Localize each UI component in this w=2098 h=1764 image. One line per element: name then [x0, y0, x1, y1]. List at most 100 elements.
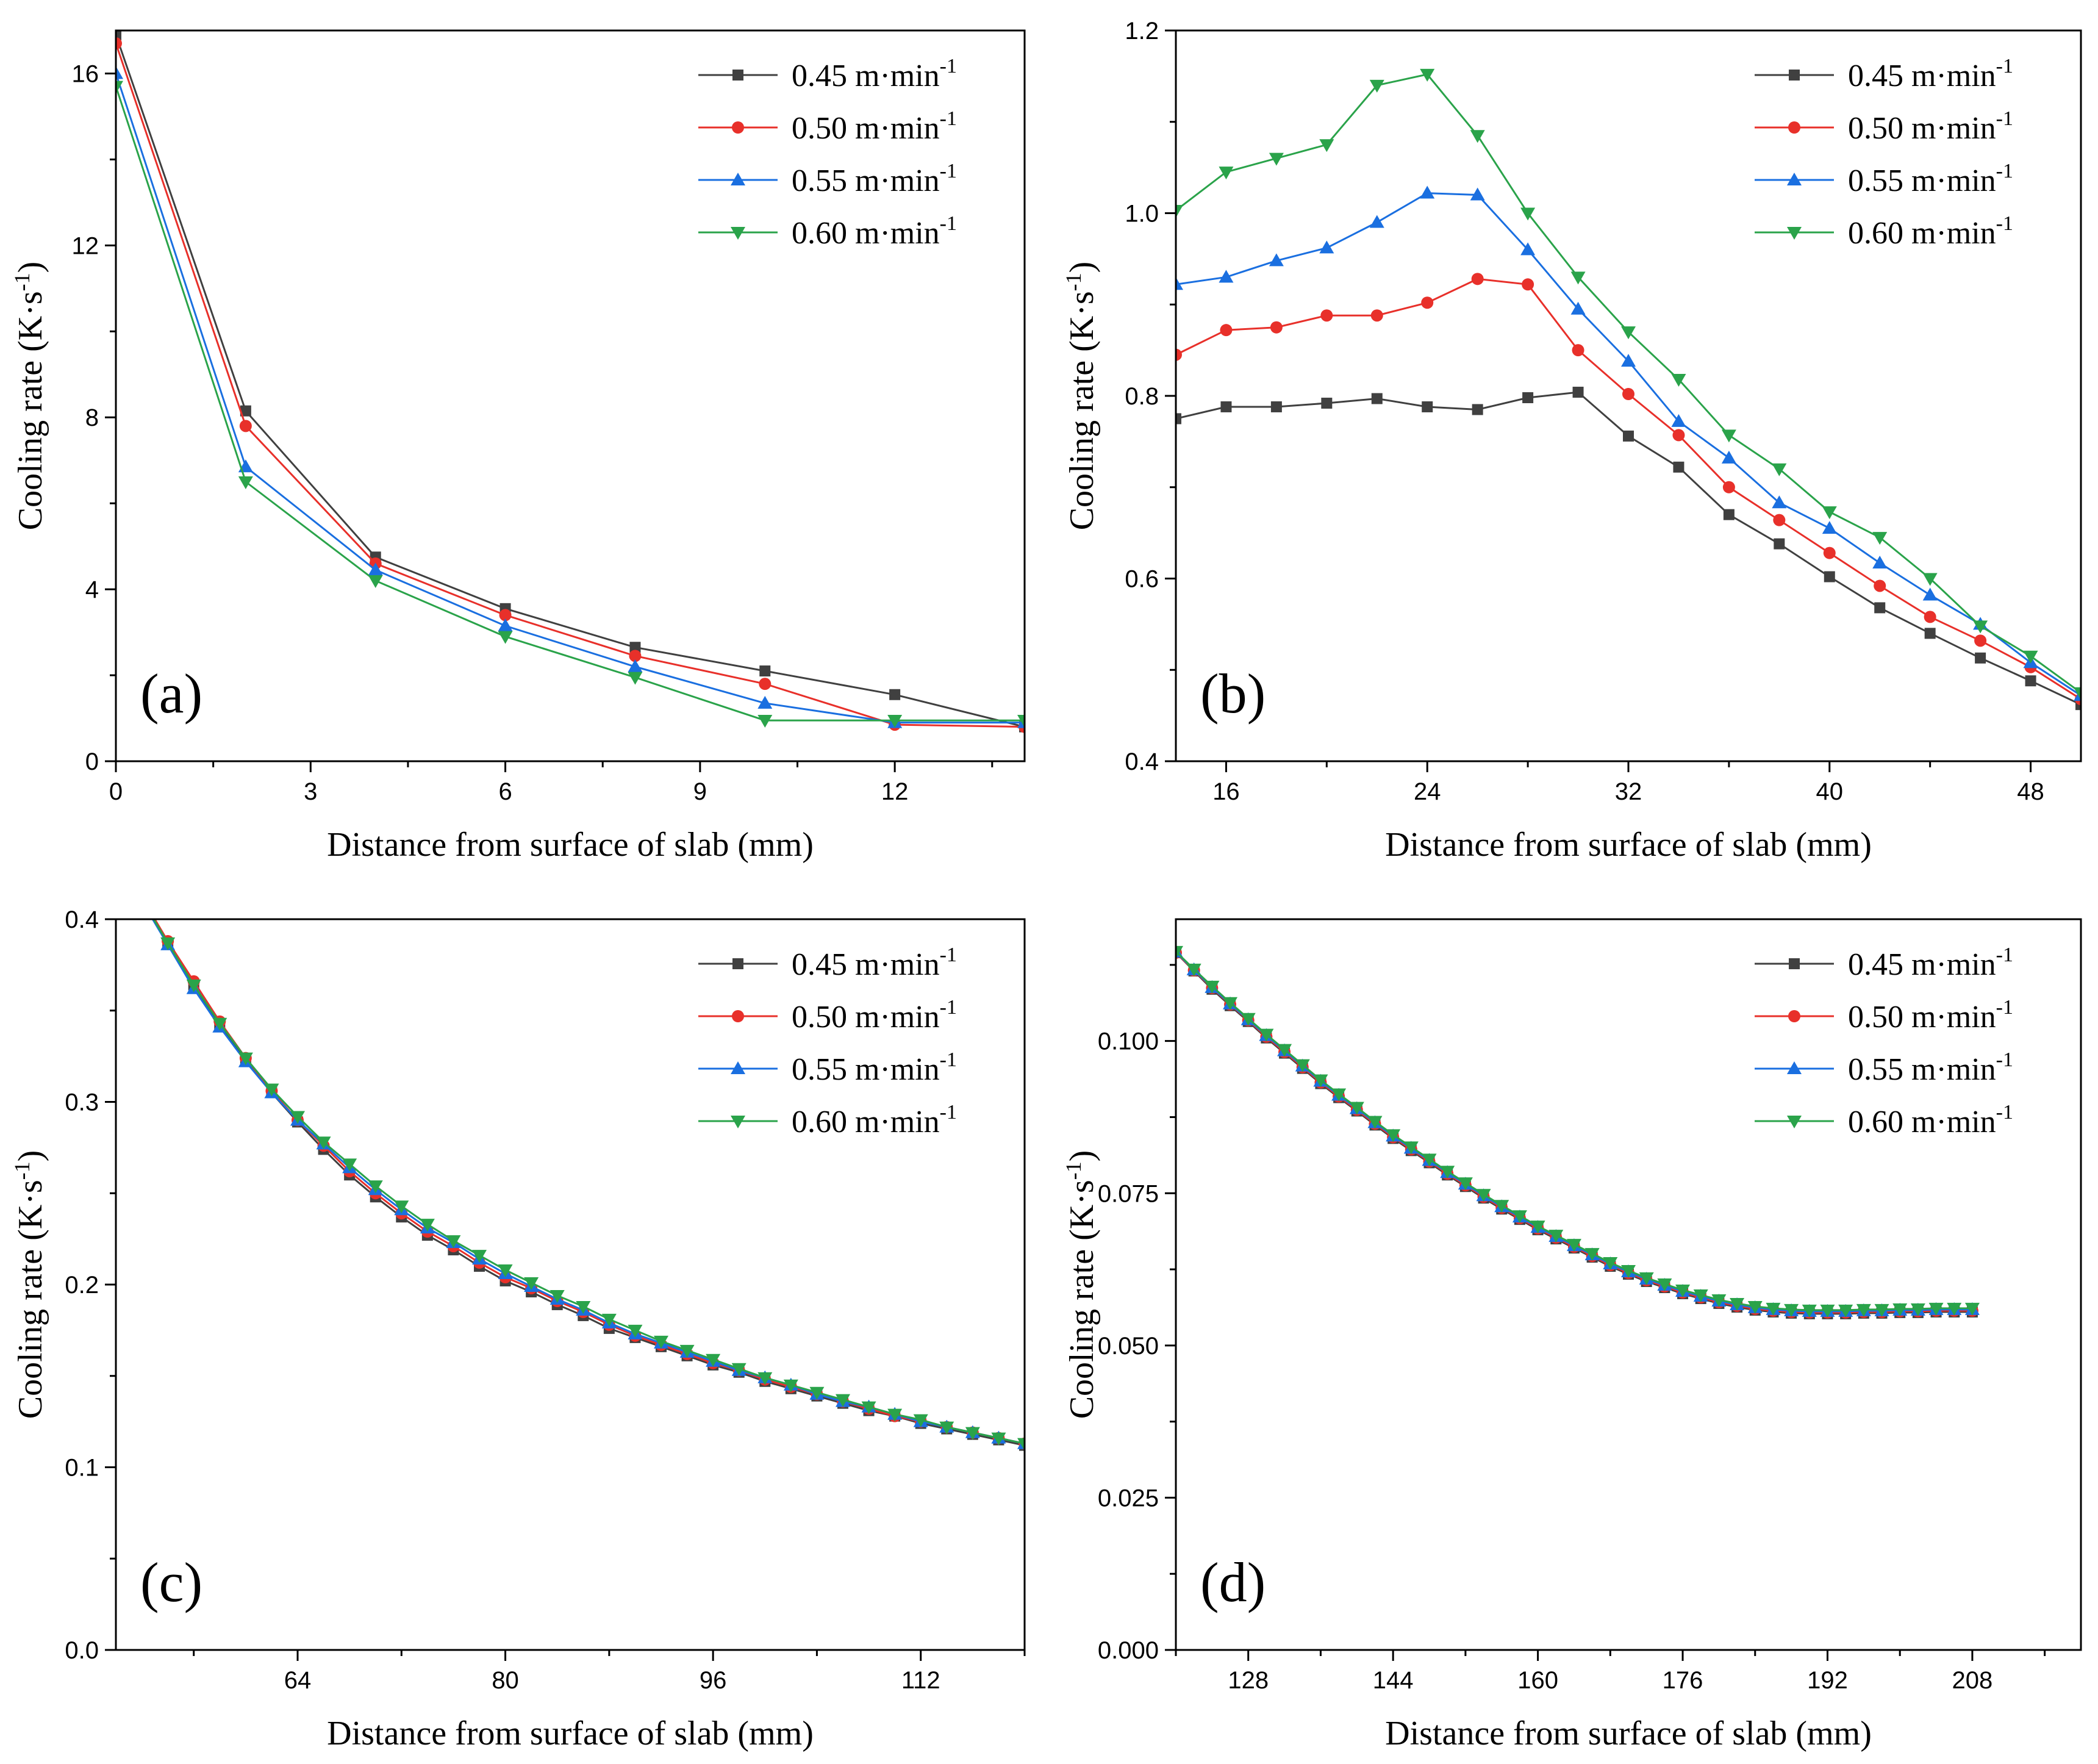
- data-point: [368, 1180, 383, 1194]
- data-point: [1922, 573, 1938, 586]
- data-point: [1872, 556, 1888, 569]
- data-point: [1349, 1102, 1364, 1115]
- data-point: [1259, 1028, 1274, 1042]
- series-4: [152, 919, 1025, 1451]
- data-point: [1219, 167, 1234, 180]
- data-point: [1657, 1278, 1672, 1292]
- legend-marker: [732, 1010, 744, 1022]
- legend-marker: [731, 227, 745, 240]
- data-point: [1458, 1177, 1473, 1191]
- legend-item-3: 0.55 m·min-1: [698, 160, 957, 198]
- data-point: [212, 1017, 227, 1031]
- data-point: [1321, 397, 1333, 409]
- series-4: [1176, 945, 1980, 1318]
- legend-label: 0.60 m·min-1: [792, 212, 957, 251]
- data-point: [239, 420, 252, 432]
- data-point: [1693, 1289, 1708, 1302]
- data-point: [1672, 429, 1685, 442]
- data-point: [1369, 79, 1384, 93]
- x-axis-label: Distance from surface of slab (mm): [1385, 826, 1872, 864]
- y-tick-label: 0: [85, 748, 99, 775]
- data-point: [1722, 481, 1735, 493]
- data-point: [1872, 532, 1888, 545]
- data-point: [1331, 1088, 1347, 1102]
- data-point: [628, 659, 643, 672]
- data-point: [1295, 1059, 1310, 1072]
- data-point: [1772, 495, 1787, 509]
- series-2: [1176, 273, 2081, 706]
- y-axis-label: Cooling rate (K·s-1): [1061, 262, 1101, 531]
- legend-label: 0.60 m·min-1: [1848, 1101, 2013, 1139]
- data-point: [1623, 430, 1634, 442]
- y-axis-label: Cooling rate (K·s-1): [1061, 1150, 1101, 1419]
- legend-label: 0.45 m·min-1: [792, 944, 957, 982]
- series-1: [110, 844, 1025, 1451]
- data-point: [783, 1379, 798, 1393]
- data-point: [1186, 963, 1201, 977]
- data-point: [1974, 634, 1987, 647]
- data-point: [342, 1158, 357, 1172]
- chart-panel-3: 64 80 96 112 0.0 0.1 0.2 0.3 0.4 Distance from su…: [10, 844, 1026, 1752]
- data-point: [109, 846, 123, 859]
- data-point: [240, 405, 251, 417]
- data-point: [2075, 699, 2081, 711]
- data-point: [394, 1200, 409, 1214]
- data-point: [757, 1372, 773, 1385]
- data-point: [757, 715, 773, 728]
- legend-marker: [1788, 1010, 1800, 1022]
- legend-marker: [1787, 173, 1802, 185]
- panel-label: (d): [1200, 1551, 1266, 1613]
- legend-marker: [1787, 227, 1802, 240]
- series-3: [109, 846, 1025, 1449]
- series-3: [116, 66, 1025, 728]
- y-tick-label: 0.025: [1098, 1485, 1159, 1511]
- x-tick-label: 9: [693, 778, 707, 805]
- data-point: [809, 1386, 825, 1400]
- data-point: [1673, 461, 1684, 473]
- legend-item-2: 0.50 m·min-1: [1755, 996, 2013, 1034]
- data-point: [1570, 301, 1586, 315]
- data-point: [1856, 1303, 1871, 1317]
- data-point: [238, 1052, 253, 1066]
- series-1: [1176, 387, 2081, 711]
- x-tick-label: 3: [304, 778, 317, 805]
- data-point: [110, 844, 122, 856]
- data-point: [1774, 538, 1785, 550]
- data-point: [1621, 326, 1636, 340]
- data-point: [1838, 1304, 1853, 1318]
- data-point: [1420, 185, 1435, 199]
- data-point: [116, 66, 123, 79]
- data-point: [628, 1324, 643, 1338]
- data-point: [1570, 271, 1586, 285]
- series-4: [116, 81, 1025, 728]
- y-tick-label: 0.3: [65, 1089, 99, 1116]
- data-point: [887, 1408, 903, 1422]
- data-point: [861, 1401, 876, 1414]
- chart-panel-2: 16 24 32 40 48 0.4 0.6 0.8 1.0 1.2 Distance from s…: [1061, 18, 2082, 864]
- legend-label: 0.45 m·min-1: [792, 55, 957, 93]
- y-axis-label: Cooling rate (K·s-1): [10, 262, 49, 531]
- data-point: [1440, 1166, 1455, 1179]
- data-point: [1922, 587, 1938, 601]
- data-point: [110, 844, 121, 855]
- axes-frame: [1175, 918, 2082, 1651]
- legend-label: 0.55 m·min-1: [792, 1049, 957, 1087]
- y-tick-label: 0.8: [1125, 383, 1159, 410]
- x-tick-label: 176: [1663, 1667, 1703, 1694]
- data-point: [1892, 1303, 1908, 1316]
- data-point: [913, 1414, 928, 1427]
- data-point: [1220, 324, 1233, 337]
- data-point: [2025, 675, 2036, 687]
- data-point: [498, 618, 513, 632]
- x-tick-label: 192: [1807, 1667, 1848, 1694]
- series-line: [116, 73, 1025, 724]
- x-tick-label: 12: [881, 778, 909, 805]
- data-point: [1386, 1129, 1401, 1142]
- data-point: [1723, 509, 1735, 520]
- legend-item-4: 0.60 m·min-1: [1755, 212, 2013, 251]
- legend-label: 0.60 m·min-1: [792, 1101, 957, 1139]
- data-point: [965, 1427, 980, 1440]
- legend-label: 0.55 m·min-1: [792, 160, 957, 198]
- legend-item-1: 0.45 m·min-1: [1755, 944, 2013, 982]
- y-tick-label: 1.2: [1125, 18, 1159, 45]
